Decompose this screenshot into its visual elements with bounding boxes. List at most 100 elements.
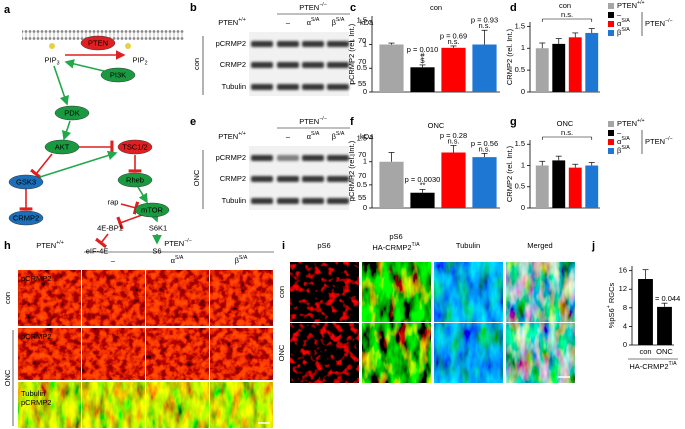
pathway-label: PDK — [64, 108, 79, 117]
blot-band — [251, 62, 273, 68]
blot-band — [327, 176, 349, 182]
column-label-sup: T/A — [412, 242, 421, 248]
bar — [379, 161, 404, 208]
group-label-base: PTEN — [299, 3, 319, 12]
micrograph — [18, 328, 81, 380]
y-axis-label-tail: RGCs — [607, 282, 616, 305]
pathway-node — [100, 67, 136, 83]
legend-group-label: PTEN−/− — [645, 136, 673, 146]
annotation: p = 0.044 — [649, 294, 681, 303]
group-label-base: PTEN — [218, 132, 238, 141]
pathway-edge — [64, 59, 105, 72]
column-label: pS6 — [389, 232, 402, 241]
pathway-edge — [61, 120, 72, 141]
micrograph — [210, 328, 273, 380]
legend-label: – — [617, 10, 622, 19]
unit-label: kDa — [360, 18, 374, 27]
bracket-label: n.s. — [561, 10, 573, 19]
y-tick-label: 0.5 — [515, 65, 525, 74]
pathway-edge — [94, 233, 109, 249]
legend-label-sup: S/A — [621, 136, 630, 142]
panel-label: f — [350, 116, 354, 128]
marker-label: 70 — [358, 171, 366, 180]
lane-label: – — [286, 132, 291, 141]
x-tick-label: con — [639, 347, 651, 356]
legend-swatch — [608, 30, 614, 36]
pathway-edge — [116, 214, 143, 230]
pathway-label-base: PIP — [132, 55, 144, 64]
lane-label: αS/A — [307, 17, 320, 27]
annotation: p = 0.010 — [407, 45, 439, 54]
pathway-node — [117, 172, 153, 188]
row-label: con — [277, 286, 286, 298]
legend-swatch — [608, 121, 614, 127]
legend-swatch — [608, 130, 614, 136]
annotation: # — [420, 50, 425, 59]
legend-label: – — [617, 128, 622, 137]
pathway-edge — [120, 201, 140, 215]
lane-label: βS/A — [332, 131, 345, 141]
group-label-sup: −/− — [184, 238, 192, 244]
group-label-base: PTEN — [299, 117, 319, 126]
legend-label-sup: +/+ — [637, 118, 645, 124]
pathway-node — [134, 202, 170, 218]
blot-band — [302, 62, 324, 68]
lane-label-sup: S/A — [311, 17, 320, 23]
lane-label: – — [111, 256, 116, 265]
lipid-head — [125, 43, 131, 49]
blot-band — [277, 176, 299, 182]
panel-label: i — [282, 240, 285, 252]
bar — [410, 192, 435, 208]
lane-label-base: α — [171, 256, 176, 265]
pathway-label: mTOR — [141, 205, 164, 214]
pathway-label: PIP3 — [44, 55, 59, 66]
y-tick-label: 12 — [619, 284, 627, 293]
bar — [441, 47, 466, 92]
group-label-sup: +/+ — [238, 131, 246, 137]
column-label: HA-CRMP2T/A — [372, 242, 420, 252]
bar — [585, 32, 599, 92]
legend-label-sup: S/A — [621, 145, 630, 151]
micrograph — [506, 262, 575, 322]
micrograph — [210, 270, 273, 326]
bar — [441, 152, 466, 208]
x-axis-label: HA-CRMP2T/A — [629, 361, 677, 371]
micrograph — [210, 382, 273, 428]
micrograph — [146, 382, 209, 428]
micrograph — [434, 262, 503, 322]
y-tick-label: 0 — [363, 87, 367, 96]
annotation: n.s. — [447, 37, 459, 46]
pathway-edge — [30, 153, 53, 180]
y-axis-label-sup: + — [606, 305, 612, 308]
bar — [379, 44, 404, 92]
legend-label: αS/A — [617, 18, 630, 28]
pathway-label-sub: 2 — [145, 61, 148, 67]
blot-band — [302, 176, 324, 182]
pathway-label: Rheb — [126, 175, 144, 184]
marker-label: 55 — [358, 79, 366, 88]
blot-band — [302, 155, 324, 161]
legend-label-base: PTEN — [617, 119, 637, 128]
lane-label-sup: S/A — [336, 17, 345, 23]
micrograph — [362, 323, 431, 383]
lipid-head — [49, 43, 55, 49]
y-tick-label: 1.5 — [357, 134, 367, 143]
group-label: PTEN−/− — [164, 238, 192, 248]
chart-title: con — [430, 3, 442, 12]
bar — [472, 157, 497, 208]
overlay-label: pCRMP2 — [21, 274, 51, 283]
blot-band — [327, 41, 349, 47]
annotation: ** — [420, 180, 426, 189]
blot-band — [251, 84, 273, 90]
lane-label: βS/A — [332, 17, 345, 27]
lane-label-base: β — [332, 18, 337, 27]
bar — [568, 37, 582, 92]
blot-band — [277, 84, 299, 90]
condition-label: con — [192, 58, 201, 70]
annotation: p = 0.56 — [471, 139, 498, 148]
panel-label: j — [591, 240, 595, 252]
blot-band — [327, 62, 349, 68]
legend-label-sup: S/A — [621, 27, 630, 33]
